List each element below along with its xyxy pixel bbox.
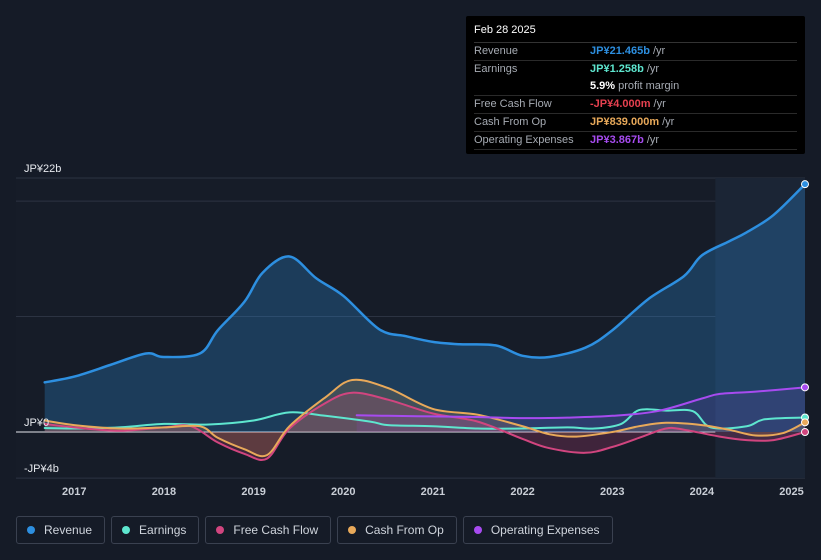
tooltip-label: Free Cash Flow (474, 98, 552, 110)
cash-from-op-end-marker (801, 418, 809, 427)
tooltip-row-cash-from-op: Cash From Op JP¥839.000m /yr (474, 114, 797, 132)
legend-item-revenue[interactable]: Revenue (16, 516, 106, 544)
y-tick-label: -JP¥4b (24, 463, 59, 475)
tooltip-value: JP¥3.867b (590, 134, 644, 146)
earnings-line (43, 408, 806, 430)
operating-expenses-area (356, 387, 805, 432)
revenue-end-marker (801, 180, 809, 189)
tooltip-row-operating-expenses: Operating Expenses JP¥3.867b /yr (474, 132, 797, 150)
legend-item-earnings[interactable]: Earnings (111, 516, 200, 544)
x-tick-label: 2022 (510, 486, 534, 498)
series-line-layer (43, 182, 807, 462)
tooltip-row-free-cash-flow: Free Cash Flow -JP¥4.000m /yr (474, 96, 797, 114)
legend-item-cash-from-op[interactable]: Cash From Op (337, 516, 457, 544)
y-tick-label: JP¥0 (24, 417, 49, 429)
x-tick-label: 2020 (331, 486, 355, 498)
tooltip-value: -JP¥4.000m (590, 98, 651, 110)
tooltip-value: JP¥21.465b (590, 45, 650, 57)
tooltip-value: 5.9% (590, 80, 616, 92)
legend-label: Free Cash Flow (233, 523, 319, 537)
legend-label: Earnings (139, 523, 187, 537)
legend-dot-icon (216, 526, 225, 534)
legend-dot-icon (27, 526, 35, 534)
tooltip-label: Operating Expenses (474, 134, 574, 146)
tooltip-label (474, 78, 590, 95)
legend-dot-icon (473, 526, 482, 534)
tooltip-date: Feb 28 2025 (474, 24, 797, 43)
tooltip-label: Cash From Op (474, 116, 547, 128)
tooltip-unit: /yr (646, 134, 660, 146)
tooltip-unit: profit margin (618, 80, 680, 92)
data-tooltip: Feb 28 2025 Revenue JP¥21.465b /yr Earni… (466, 16, 805, 154)
x-tick-label: 2017 (62, 486, 86, 498)
x-tick-label: 2024 (690, 486, 715, 498)
financial-chart: JP¥22b JP¥0 -JP¥4b 2017 2018 2019 2020 2021 202… (16, 163, 809, 498)
tooltip-value: JP¥839.000m (590, 116, 660, 128)
tooltip-row-earnings: Earnings JP¥1.258b /yr (474, 61, 797, 78)
tooltip-value: JP¥1.258b (590, 63, 644, 75)
tooltip-unit: /yr (652, 45, 666, 57)
tooltip-unit: /yr (662, 116, 675, 128)
x-tick-label: 2021 (421, 486, 445, 498)
chart-legend: Revenue Earnings Free Cash Flow Cash Fro… (16, 516, 613, 544)
tooltip-label: Earnings (474, 63, 518, 75)
x-tick-label: 2019 (241, 486, 265, 498)
y-tick-label: JP¥22b (24, 163, 61, 175)
tooltip-unit: /yr (653, 98, 666, 110)
tooltip-label: Revenue (474, 45, 519, 57)
operating-expenses-end-marker (801, 383, 809, 392)
revenue-line (43, 182, 807, 384)
tooltip-unit: /yr (646, 63, 660, 75)
tooltip-row-profit-margin: 5.9% profit margin (474, 78, 797, 96)
cash-from-op-line (43, 378, 806, 458)
legend-label: Revenue (44, 523, 93, 537)
legend-label: Operating Expenses (490, 523, 600, 537)
free-cash-flow-end-marker (801, 428, 809, 437)
x-tick-label: 2025 (779, 486, 803, 498)
tooltip-row-revenue: Revenue JP¥21.465b /yr (474, 43, 797, 61)
legend-item-free-cash-flow[interactable]: Free Cash Flow (205, 516, 332, 544)
x-tick-label: 2023 (600, 486, 624, 498)
x-axis-labels: 2017 2018 2019 2020 2021 2022 2023 2024 2025 (62, 486, 804, 498)
legend-dot-icon (122, 526, 131, 534)
cash-from-op-area (44, 379, 805, 457)
operating-expenses-line (355, 386, 806, 420)
legend-dot-icon (348, 526, 357, 534)
legend-label: Cash From Op (365, 523, 444, 537)
x-tick-label: 2018 (152, 486, 176, 498)
y-axis-labels: JP¥22b JP¥0 -JP¥4b (24, 163, 61, 475)
series-end-marker-layer (801, 180, 809, 437)
legend-item-operating-expenses[interactable]: Operating Expenses (462, 516, 613, 544)
revenue-area (44, 184, 805, 432)
